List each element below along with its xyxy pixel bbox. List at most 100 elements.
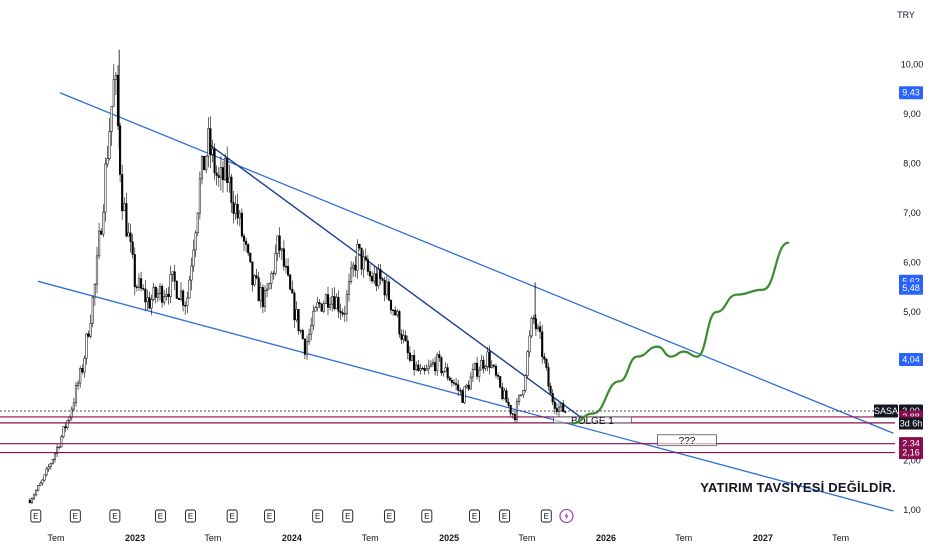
candle [161,283,164,308]
earnings-marker[interactable]: E [264,509,276,523]
candle [547,362,550,391]
price-badge-label: 9,43 [902,88,920,98]
candle [221,160,225,193]
earnings-marker[interactable]: E [540,509,552,523]
candle [455,378,458,391]
candle [182,289,185,312]
earnings-marker[interactable]: E [421,509,433,523]
earnings-marker[interactable]: E [499,509,511,523]
earnings-marker[interactable]: E [185,509,196,523]
downtrend-line[interactable] [207,143,587,422]
candle [560,403,563,412]
candle [249,252,252,264]
candle [77,379,80,390]
candle [119,122,122,183]
price-badge-label: 2,34 [902,439,920,449]
candle [245,237,248,252]
candle [501,382,504,401]
candle [368,264,372,282]
time-tick-label: Tem [832,533,849,543]
candle [429,360,432,368]
projection-path[interactable] [571,241,790,425]
candle [98,222,101,259]
earnings-marker[interactable]: E [69,509,81,523]
price-tick-label: 9,00 [903,109,921,119]
candle [266,282,269,298]
candle [280,247,283,261]
candle [541,324,544,364]
candle [305,335,309,360]
symbol-tag[interactable]: SASA [874,404,898,418]
channel-lower-line[interactable] [37,280,894,512]
candle [257,271,260,302]
candle [448,376,451,381]
candle [142,284,145,291]
candle [131,233,134,259]
earnings-marker[interactable]: E [154,509,166,523]
candle [553,398,556,414]
candle [297,309,300,335]
dividend-marker-icon[interactable] [559,508,574,524]
candle [324,293,327,305]
candle [413,349,416,376]
candle [148,291,151,310]
candle [224,153,227,181]
candle [379,263,382,285]
earnings-marker-label: E [230,512,235,521]
candle [232,191,235,224]
earnings-marker[interactable]: E [30,509,42,523]
earnings-marker-label: E [112,512,117,521]
candle [278,227,281,258]
earnings-marker[interactable]: E [109,509,121,523]
candle [175,279,178,300]
candle [291,280,294,294]
candle [72,397,75,412]
candle [106,145,109,168]
currency-label[interactable]: TRY [897,10,915,20]
candle [431,358,435,368]
price-tick-label: 6,00 [903,258,921,268]
candle [39,481,42,486]
candle [74,381,78,407]
candle [507,397,510,408]
time-tick-label: Tem [362,533,379,543]
candle [270,271,273,290]
candle [125,192,128,238]
zone-box[interactable] [553,416,632,424]
candle [203,155,206,171]
earnings-marker[interactable]: E [312,509,324,523]
candle [482,355,485,374]
earnings-marker[interactable]: E [383,509,395,523]
candle [200,155,204,185]
candle [421,366,424,370]
candle [446,363,449,381]
candle [169,265,172,304]
candle [112,63,115,107]
earnings-marker-label: E [33,512,38,521]
candle [316,296,319,312]
earnings-marker-label: E [502,512,507,521]
time-tick-label: 2025 [439,533,459,543]
earnings-marker[interactable]: E [226,509,238,523]
candle [333,287,336,311]
candle [436,352,439,376]
candle [95,246,99,294]
earnings-marker-label: E [188,512,193,521]
price-tick-label: 8,00 [903,159,921,169]
earnings-marker[interactable]: E [469,509,480,523]
candle [64,423,67,433]
candle [177,297,180,300]
zone-box[interactable] [657,434,717,447]
price-badge-label: 5,48 [902,283,920,293]
candle [163,289,166,306]
earnings-marker[interactable]: E [342,509,354,523]
price-tick-label: 5,00 [903,307,921,317]
candle [356,239,359,279]
channel-upper-line[interactable] [59,92,894,434]
candle [121,164,124,220]
candle [215,165,218,186]
candle [213,143,216,180]
candle [555,403,558,416]
